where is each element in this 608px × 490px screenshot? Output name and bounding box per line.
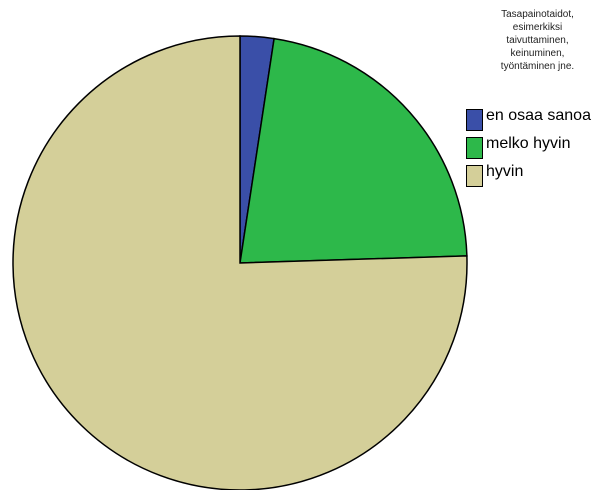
legend-item: melko hyvin bbox=[466, 135, 606, 159]
legend-title: Tasapainotaidot, esimerkiksi taivuttaminen… bbox=[470, 8, 605, 73]
legend-title-line: keinuminen, bbox=[510, 48, 565, 59]
legend-label: en osaa sanoa bbox=[486, 107, 591, 124]
legend-swatch bbox=[466, 165, 483, 187]
legend-swatch bbox=[466, 109, 483, 131]
legend-item: hyvin bbox=[466, 163, 606, 187]
legend-title-line: esimerkiksi bbox=[512, 22, 563, 33]
legend-label: hyvin bbox=[486, 163, 524, 180]
legend-title-line: työntäminen jne. bbox=[500, 61, 575, 72]
legend-label: melko hyvin bbox=[486, 135, 571, 152]
chart bbox=[12, 35, 468, 490]
legend-swatch bbox=[466, 137, 483, 159]
legend-item: en osaa sanoa bbox=[466, 107, 606, 131]
legend-title-line: taivuttaminen, bbox=[506, 35, 569, 46]
legend-title-line: Tasapainotaidot, bbox=[501, 9, 574, 20]
pie-slice bbox=[239, 37, 468, 264]
pie-slice bbox=[12, 35, 468, 490]
legend: en osaa sanoa melko hyvin hyvin bbox=[466, 107, 606, 191]
